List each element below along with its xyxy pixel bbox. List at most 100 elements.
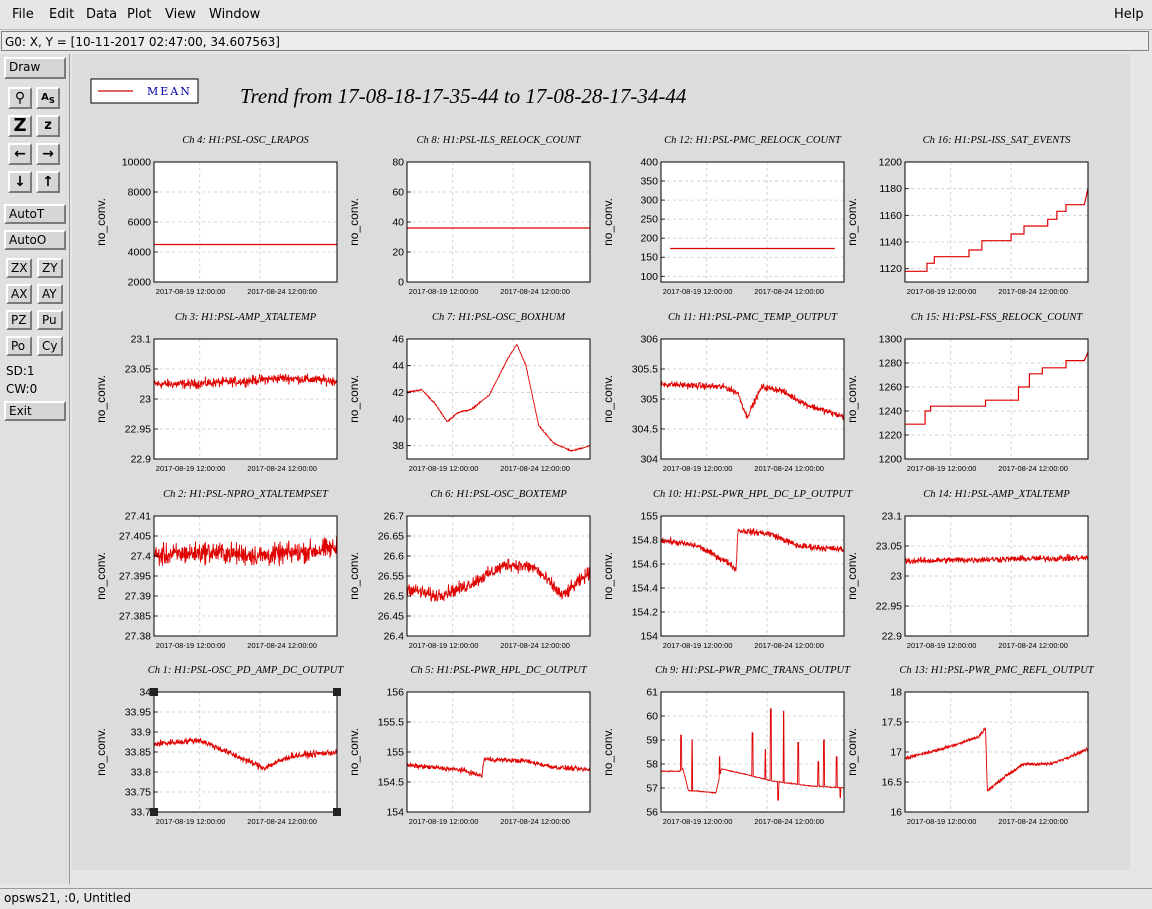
y-tick-label: 46	[392, 334, 404, 346]
chart-title: Ch 1: H1:PSL-OSC_PD_AMP_DC_OUTPUT	[148, 665, 345, 676]
y-tick-label: 22.9	[131, 454, 152, 466]
menu-edit[interactable]: Edit	[49, 7, 74, 22]
y-tick-label: 1220	[879, 430, 903, 442]
chart-panel[interactable]: Ch 5: H1:PSL-PWR_HPL_DC_OUTPUT 154 154.5 15…	[347, 665, 591, 826]
series-line	[905, 188, 1089, 272]
chart-panel[interactable]: Ch 2: H1:PSL-NPRO_XTALTEMPSET 27.38 27.385…	[94, 489, 338, 650]
menu-view-label: View	[165, 7, 196, 22]
pu-button[interactable]: Pu	[37, 310, 63, 330]
y-tick-label: 44	[392, 360, 404, 372]
chart-background	[661, 516, 844, 636]
x-tick-label: 2017-08-19 12:00:00	[907, 287, 977, 296]
y-tick-label: 61	[646, 687, 658, 699]
arrow-down-icon[interactable]: ↓	[8, 171, 32, 193]
series-line	[153, 737, 338, 772]
chart-panel[interactable]: Ch 7: H1:PSL-OSC_BOXHUM 38 40 42 44 46 2017-08…	[347, 312, 591, 473]
arrow-left-icon[interactable]: ←	[8, 143, 32, 165]
y-tick-label: 154.4	[632, 583, 658, 595]
sd-label: SD:1	[6, 364, 35, 378]
cy-button[interactable]: Cy	[37, 336, 63, 356]
chart-panel[interactable]: Ch 9: H1:PSL-PWR_PMC_TRANS_OUTPUT 56 57 58 5…	[601, 665, 851, 826]
y-tick-label: 27.41	[125, 511, 151, 523]
x-tick-label: 2017-08-19 12:00:00	[663, 287, 733, 296]
y-tick-label: 305.5	[632, 364, 658, 376]
chart-panel[interactable]: Ch 14: H1:PSL-AMP_XTALTEMP 22.9 22.95 23 23.…	[845, 489, 1089, 650]
menu-file[interactable]: File	[12, 7, 34, 22]
selection-handle[interactable]	[150, 688, 158, 696]
chart-panel[interactable]: Ch 8: H1:PSL-ILS_RELOCK_COUNT 0 20 40 60 80 20…	[347, 135, 591, 296]
menu-help[interactable]: Help	[1114, 7, 1144, 22]
y-tick-label: 26.4	[384, 631, 405, 643]
x-tick-label: 2017-08-19 12:00:00	[409, 464, 479, 473]
legend-box[interactable]: MEAN	[90, 78, 199, 104]
menu-help-label: Help	[1114, 7, 1144, 22]
y-tick-label: 22.95	[125, 424, 151, 436]
zoom-z-large-icon[interactable]: Z	[8, 115, 32, 137]
x-tick-label: 2017-08-19 12:00:00	[663, 817, 733, 826]
y-tick-label: 57	[646, 783, 658, 795]
menu-data[interactable]: Data	[86, 7, 117, 22]
arrow-up-icon[interactable]: ↑	[36, 171, 60, 193]
auto-o-button[interactable]: AutoO	[4, 230, 66, 250]
chart-panel[interactable]: Ch 12: H1:PSL-PMC_RELOCK_COUNT 100 150 200 2…	[601, 135, 845, 296]
draw-button[interactable]: Draw	[4, 57, 66, 79]
auto-t-button[interactable]: AutoT	[4, 204, 66, 224]
y-tick-label: 10000	[122, 157, 151, 169]
selection-handle[interactable]	[333, 688, 341, 696]
menu-plot-label: Plot	[127, 7, 152, 22]
chart-panel[interactable]: Ch 15: H1:PSL-FSS_RELOCK_COUNT 1200 1220 12…	[845, 312, 1089, 473]
ax-button[interactable]: AX	[6, 284, 32, 304]
chart-panel[interactable]: Ch 10: H1:PSL-PWR_HPL_DC_LP_OUTPUT 154 154…	[601, 489, 853, 650]
x-tick-label: 2017-08-24 12:00:00	[247, 817, 317, 826]
y-tick-label: 23.05	[876, 541, 902, 553]
ay-button[interactable]: AY	[37, 284, 63, 304]
pz-button[interactable]: PZ	[6, 310, 32, 330]
chart-panel[interactable]: Ch 11: H1:PSL-PMC_TEMP_OUTPUT 304 304.5 305…	[601, 312, 845, 473]
chart-background	[407, 339, 590, 459]
chart-panel[interactable]: Ch 6: H1:PSL-OSC_BOXTEMP 26.4 26.45 26.5 26.…	[347, 489, 591, 650]
y-tick-label: 150	[640, 252, 658, 264]
chart-title: Ch 14: H1:PSL-AMP_XTALTEMP	[923, 489, 1070, 500]
magnify-icon[interactable]: ⚲	[8, 87, 32, 109]
exit-button[interactable]: Exit	[4, 401, 66, 421]
chart-panel[interactable]: Ch 13: H1:PSL-PWR_PMC_REFL_OUTPUT 16 16.5 1…	[845, 665, 1095, 826]
y-axis-label: no_conv.	[845, 375, 859, 423]
y-tick-label: 40	[392, 414, 404, 426]
chart-panel[interactable]: Ch 16: H1:PSL-ISS_SAT_EVENTS 1120 1140 1160…	[845, 135, 1089, 296]
menu-window[interactable]: Window	[209, 7, 260, 22]
y-tick-label: 23.1	[131, 334, 152, 346]
menu-view[interactable]: View	[165, 7, 196, 22]
toolbar: Draw ⚲ AS Z z ← → ↓ ↑ AutoT AutoO ZX ZY …	[0, 54, 70, 884]
y-axis-label: no_conv.	[94, 552, 108, 600]
chart-title: Ch 2: H1:PSL-NPRO_XTALTEMPSET	[163, 489, 329, 500]
y-tick-label: 1140	[879, 237, 902, 249]
y-tick-label: 100	[640, 271, 658, 283]
y-tick-label: 27.39	[125, 591, 151, 603]
series-line	[406, 558, 591, 603]
chart-frame	[660, 691, 845, 813]
text-label-icon[interactable]: AS	[36, 87, 60, 109]
chart-frame	[904, 338, 1089, 460]
y-tick-label: 155.5	[378, 717, 404, 729]
zx-button[interactable]: ZX	[6, 258, 32, 278]
po-button[interactable]: Po	[6, 336, 32, 356]
x-tick-label: 2017-08-19 12:00:00	[907, 817, 977, 826]
zy-button[interactable]: ZY	[37, 258, 63, 278]
x-tick-label: 2017-08-24 12:00:00	[754, 641, 824, 650]
series-line	[905, 351, 1089, 425]
chart-panel[interactable]: Ch 1: H1:PSL-OSC_PD_AMP_DC_OUTPUT 33.7 33.…	[94, 665, 344, 826]
selection-handle[interactable]	[150, 808, 158, 816]
menu-plot[interactable]: Plot	[127, 7, 152, 22]
y-tick-label: 42	[392, 387, 404, 399]
arrow-right-icon[interactable]: →	[36, 143, 60, 165]
chart-title: Ch 13: H1:PSL-PWR_PMC_REFL_OUTPUT	[899, 665, 1094, 676]
y-tick-label: 27.4	[131, 551, 152, 563]
chart-panel[interactable]: Ch 4: H1:PSL-OSC_LRAPOS 2000 4000 6000 8000 1…	[94, 135, 338, 296]
y-tick-label: 155	[640, 511, 658, 523]
chart-panel[interactable]: Ch 3: H1:PSL-AMP_XTALTEMP 22.9 22.95 23 23.0…	[94, 312, 338, 473]
selection-handle[interactable]	[333, 808, 341, 816]
zoom-z-small-icon[interactable]: z	[36, 115, 60, 137]
y-axis-label: no_conv.	[845, 552, 859, 600]
y-tick-label: 23	[139, 394, 151, 406]
